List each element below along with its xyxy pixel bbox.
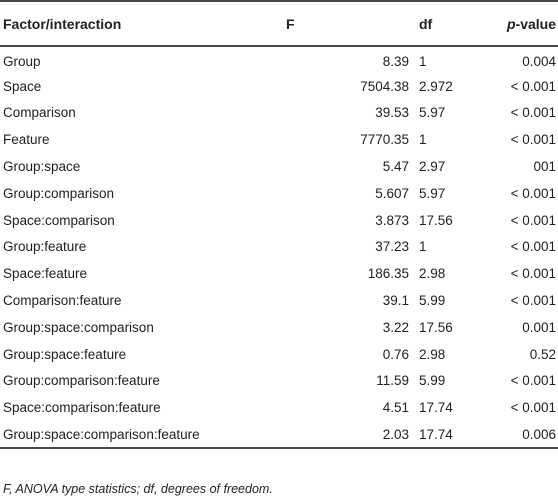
cell-f: 5.47 [382,159,409,175]
cell-df: 2.97 [419,159,446,175]
cell-factor: Comparison [3,105,76,121]
cell-factor: Comparison:feature [3,293,122,309]
cell-p-value: 001 [533,159,556,175]
cell-f: 3.873 [375,212,409,228]
cell-f: 3.22 [382,319,409,335]
cell-factor: Group [3,54,41,70]
header-f: F [286,15,295,32]
cell-p-value: 0.52 [529,346,556,362]
cell-factor: Group:space [3,159,81,175]
cell-f: 37.23 [375,239,409,255]
cell-p-value: < 0.001 [510,212,556,228]
cell-df: 17.74 [419,400,453,416]
cell-factor: Space:comparison [3,212,115,228]
cell-factor: Group:space:comparison [3,319,154,335]
cell-f: 39.1 [382,293,409,309]
cell-f: 8.39 [382,54,409,70]
header-df: df [419,15,433,32]
cell-p-value: 0.001 [522,319,556,335]
cell-f: 0.76 [382,346,409,362]
cell-f: 4.51 [382,400,409,416]
cell-f: 2.03 [382,426,409,442]
cell-df: 5.99 [419,373,446,389]
cell-df: 5.97 [419,185,446,201]
cell-f: 7770.35 [360,132,409,148]
cell-df: 17.74 [419,426,453,442]
cell-factor: Group:space:feature [3,346,127,362]
header-row: Factor/interaction F df p-value [0,1,558,46]
cell-df: 2.972 [419,78,453,94]
table-row: Group:space 5.47 2.97 001 [0,153,558,180]
cell-p-value: < 0.001 [510,132,556,148]
anova-table-container: Factor/interaction F df p-value Group 8.3… [0,1,558,448]
table-row: Group:space:comparison 3.22 17.56 0.001 [0,314,558,341]
cell-f: 39.53 [375,105,409,121]
cell-factor: Group:comparison [3,185,115,201]
cell-factor: Space [3,78,42,94]
table-row: Space:feature 186.35 2.98 < 0.001 [0,260,558,287]
cell-p-value: < 0.001 [510,400,556,416]
cell-df: 17.56 [419,319,453,335]
header-factor: Factor/interaction [3,15,122,32]
table-row: Space:comparison 3.873 17.56 < 0.001 [0,207,558,234]
table-row: Space 7504.38 2.972 < 0.001 [0,73,558,100]
table-row: Group:space:feature 0.76 2.98 0.52 [0,341,558,368]
table-header: Factor/interaction F df p-value [0,1,558,46]
cell-p-value: 0.004 [522,54,556,70]
table-row: Comparison:feature 39.1 5.99 < 0.001 [0,287,558,314]
table-row: Group 8.39 1 0.004 [0,46,558,73]
cell-f: 11.59 [376,373,409,389]
cell-p-value: < 0.001 [510,373,556,389]
cell-p-value: < 0.001 [510,78,556,94]
table-row: Feature 7770.35 1 < 0.001 [0,126,558,153]
cell-p-value: < 0.001 [510,266,556,282]
table-row: Group:feature 37.23 1 < 0.001 [0,234,558,261]
cell-df: 1 [419,132,427,148]
cell-df: 5.97 [419,105,446,121]
cell-factor: Feature [3,132,50,148]
cell-factor: Group:comparison:feature [3,373,160,389]
cell-p-value: < 0.001 [510,293,556,309]
cell-factor: Group:space:comparison:feature [3,426,200,442]
anova-table: Factor/interaction F df p-value Group 8.3… [0,1,558,448]
cell-df: 2.98 [419,346,446,362]
cell-factor: Space:comparison:feature [3,400,161,416]
cell-p-value: < 0.001 [510,185,556,201]
header-p-italic: p [506,15,516,32]
table-body: Group 8.39 1 0.004 Space 7504.38 2.972 < 0.001 C… [0,46,558,448]
cell-f: 7504.38 [360,78,409,94]
cell-p-value: < 0.001 [510,239,556,255]
cell-p-value: < 0.001 [510,105,556,121]
cell-factor: Space:feature [3,266,88,282]
cell-df: 5.99 [419,293,446,309]
header-p-rest: -value [515,15,556,32]
table-footnote: F, ANOVA type statistics; df, degrees of… [3,482,273,496]
table-row: Group:comparison:feature 11.59 5.99 < 0.001 [0,368,558,395]
table-row: Space:comparison:feature 4.51 17.74 < 0.001 [0,394,558,421]
table-row: Comparison 39.53 5.97 < 0.001 [0,100,558,127]
cell-df: 1 [419,54,427,70]
header-p-value: p-value [478,1,558,46]
cell-f: 5.607 [375,185,409,201]
table-row: Group:comparison 5.607 5.97 < 0.001 [0,180,558,207]
cell-df: 17.56 [419,212,453,228]
cell-f: 186.35 [367,266,409,282]
cell-df: 2.98 [419,266,446,282]
cell-factor: Group:feature [3,239,87,255]
cell-df: 1 [419,239,427,255]
cell-p-value: 0.006 [522,426,556,442]
table-row: Group:space:comparison:feature 2.03 17.74 0… [0,421,558,448]
